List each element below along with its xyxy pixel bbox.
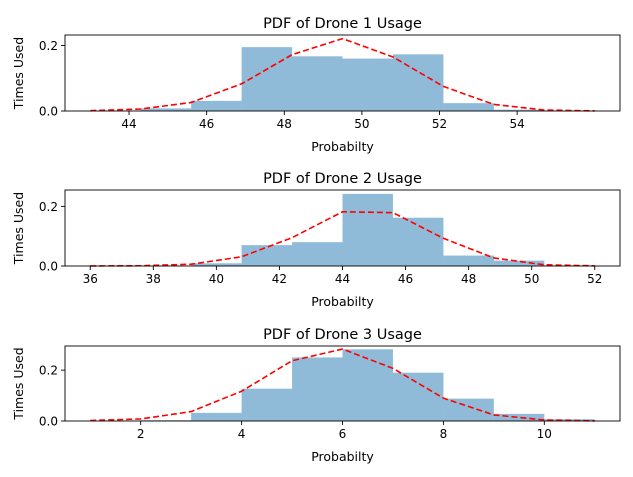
x-tick-label: 42 bbox=[272, 272, 287, 286]
histogram-bar bbox=[342, 349, 393, 421]
histogram-bar bbox=[342, 58, 393, 111]
x-tick-label: 10 bbox=[537, 427, 552, 441]
histogram-bar bbox=[443, 103, 494, 111]
y-tick-label: 0.0 bbox=[39, 105, 58, 119]
histogram-bar bbox=[191, 412, 242, 421]
x-tick-label: 8 bbox=[440, 427, 448, 441]
y-tick-label: 0.0 bbox=[39, 260, 58, 274]
x-tick-label: 50 bbox=[524, 272, 539, 286]
x-axis-label: Probabilty bbox=[311, 139, 374, 154]
chart-title: PDF of Drone 3 Usage bbox=[263, 327, 422, 343]
chart-1: 44 46 48 50 52 54 0.0 0.2 PDF of Drone 1 Usage Pr… bbox=[11, 16, 621, 154]
histogram-bar bbox=[191, 100, 242, 111]
x-tick-label: 40 bbox=[209, 272, 224, 286]
x-tick-label: 48 bbox=[277, 117, 292, 131]
histogram-bar bbox=[392, 217, 444, 266]
fit-curve bbox=[90, 348, 595, 422]
y-tick-label: 0.2 bbox=[39, 39, 58, 53]
x-tick-label: 44 bbox=[121, 117, 136, 131]
x-axis-label: Probabilty bbox=[311, 294, 374, 309]
histogram-bar bbox=[292, 357, 343, 421]
x-tick-label: 4 bbox=[238, 427, 246, 441]
histogram-bar bbox=[140, 108, 192, 111]
x-tick-label: 46 bbox=[398, 272, 413, 286]
x-tick-label: 36 bbox=[83, 272, 98, 286]
chart-2: 36 38 40 42 44 46 48 50 52 0.0 0.2 PDF of Drone 2 U… bbox=[11, 171, 621, 309]
histogram-bar bbox=[392, 372, 444, 421]
y-axis-label: Times Used bbox=[11, 347, 26, 420]
histogram-bar bbox=[392, 54, 444, 111]
histogram-bar bbox=[493, 260, 545, 266]
y-tick-label: 0.2 bbox=[39, 364, 58, 378]
x-tick-label: 2 bbox=[137, 427, 145, 441]
x-axis-label: Probabilty bbox=[311, 449, 374, 464]
x-tick-label: 52 bbox=[432, 117, 447, 131]
histogram-bar bbox=[241, 245, 293, 266]
histogram-bar bbox=[493, 413, 545, 421]
x-tick-label: 52 bbox=[587, 272, 602, 286]
histogram-bar bbox=[292, 56, 343, 111]
histogram-bar bbox=[292, 242, 343, 266]
histogram-bar bbox=[493, 109, 545, 111]
x-tick-label: 46 bbox=[199, 117, 214, 131]
histogram-bar bbox=[342, 193, 393, 266]
x-tick-label: 48 bbox=[461, 272, 476, 286]
fit-curve bbox=[90, 210, 595, 267]
fit-curve bbox=[90, 37, 595, 112]
x-tick-label: 50 bbox=[354, 117, 369, 131]
histogram-bar bbox=[191, 263, 242, 266]
histogram-bar bbox=[443, 255, 494, 266]
chart-3: 2 4 6 8 10 0.0 0.2 PDF of Drone 3 Usage Probabil… bbox=[11, 327, 621, 464]
y-axis-label: Times Used bbox=[11, 37, 26, 110]
y-tick-label: 0.0 bbox=[39, 415, 58, 429]
plot-frame bbox=[64, 34, 621, 112]
x-tick-label: 44 bbox=[335, 272, 350, 286]
x-tick-label: 38 bbox=[146, 272, 161, 286]
chart-title: PDF of Drone 2 Usage bbox=[263, 171, 422, 187]
histogram-bar bbox=[443, 398, 494, 421]
x-tick-label: 6 bbox=[339, 427, 347, 441]
y-tick-label: 0.2 bbox=[39, 200, 58, 214]
chart-title: PDF of Drone 1 Usage bbox=[263, 16, 422, 32]
x-tick-label: 54 bbox=[510, 117, 525, 131]
histogram-bar bbox=[241, 388, 293, 421]
y-axis-label: Times Used bbox=[11, 192, 26, 265]
